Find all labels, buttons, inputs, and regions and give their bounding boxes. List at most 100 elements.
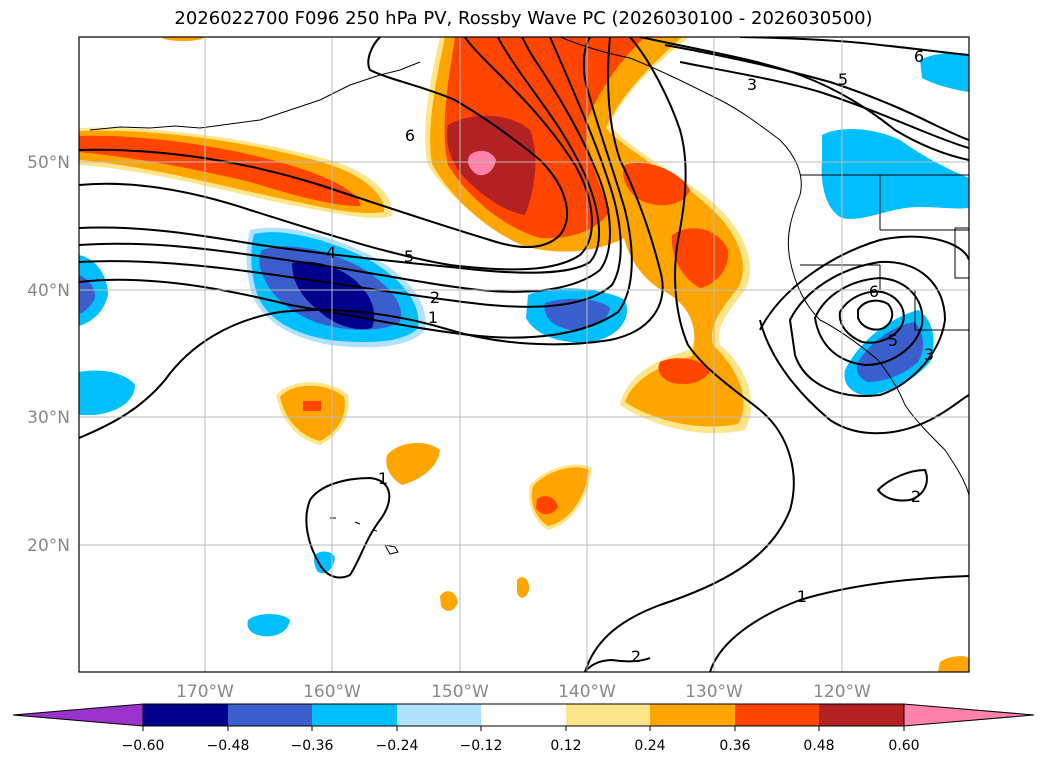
colorbar-segment [312,704,397,726]
pv-anomaly-negative-blob-sw1 [247,614,290,637]
colorbar-segment [650,704,735,726]
colorbar-tick-label: 0.36 [719,738,750,754]
colorbar-tick-label: 0.12 [550,738,581,754]
contour-line-2-west [79,37,622,308]
colorbar-tick-label: −0.36 [291,738,334,754]
contour-label: 6 [869,282,879,301]
contour-label: 2 [631,647,641,666]
contour-label: 4 [326,243,336,262]
pv-anomaly-positive-blob-7 [160,37,205,42]
longitude-labels: 170°W 160°W 150°W 140°W 130°W 120°W [176,682,871,702]
pv-anomaly-negative-ne-corner [920,53,969,92]
colorbar-segment [143,704,228,726]
contour-line-6-north [639,37,969,161]
lat-label: 40°N [27,281,70,301]
colorbar-segment [735,704,819,726]
contour-line-inner-trough [584,37,795,672]
lon-label: 160°W [303,682,361,702]
pv-anomaly-positive-blob-6 [938,656,969,672]
graticule [79,37,969,672]
pv-anomaly-positive-red-east1 [623,162,690,206]
coastline-north-america [559,37,969,496]
colorbar-segment [566,704,650,726]
colorbar-extend-max [903,703,1035,727]
contour-line-1-south-east [709,575,969,672]
contour-line-1-main [79,37,633,339]
contour-line-5-north [664,44,969,141]
lon-label: 130°W [685,682,743,702]
pv-anomaly-negative-mid-royal [544,298,610,330]
contour-label: 1 [797,587,807,606]
contour-line-cut-off-low-3 [813,276,924,367]
contour-line-3-west [79,37,611,293]
pv-anomaly-positive-blob-3-red [536,496,558,515]
contour-line-6-west [79,37,569,248]
contour-label: 2 [911,487,921,506]
contour-line-0-south [79,37,664,439]
lat-label: 30°N [27,408,70,428]
colorbar-tick-label: −0.60 [122,738,165,754]
contour-label: 5 [404,247,414,266]
lat-label: 20°N [27,536,70,556]
pv-anomaly-positive-blob-5 [517,577,530,598]
map-title: 2026022700 F096 250 hPa PV, Rossby Wave … [174,8,873,29]
colorbar-tick-label: −0.48 [207,738,250,754]
pv-anomaly-negative-northeast [821,128,969,219]
contour-line-cut-off-low-1 [759,235,969,331]
pv-anomaly-positive-blob-1-orange [280,385,345,441]
colorbar: −0.60 −0.48 −0.36 −0.24 −0.12 0.12 0.24 … [12,703,1035,754]
colorbar-tick-labels: −0.60 −0.48 −0.36 −0.24 −0.12 0.12 0.24 … [122,738,920,754]
lon-label: 140°W [558,682,616,702]
colorbar-segment [481,704,566,726]
pv-anomaly-negative-west-edge-royal [79,275,96,314]
pv-anomaly-positive-west-red [79,135,361,206]
pv-anomaly-positive-blob-2 [386,442,440,485]
colorbar-segment [819,704,904,726]
contour-line-cut-off-low-4 [838,290,905,344]
pv-anomaly-positive-red-east3 [658,358,710,384]
colorbar-tick-label: −0.12 [460,738,503,754]
map-frame [78,36,970,673]
contour-line-ne-corner [739,37,969,56]
colorbar-tick-label: 0.48 [803,738,834,754]
contour-line-2-east [876,468,928,502]
contour-label-group: 6 3 5 6 4 5 2 1 6 5 3 1 2 1 2 [326,47,934,666]
contour-label: 2 [430,288,440,307]
contour-label: 1 [428,308,438,327]
contour-line-4-west [79,37,601,274]
contour-lines-layer [79,37,969,672]
contour-label: 3 [747,75,757,94]
colorbar-outline [142,703,905,727]
pv-anomaly-negative-sw [79,370,135,415]
contour-line-cut-off-low-5 [857,299,894,331]
lon-label: 150°W [431,682,489,702]
pv-anomaly-positive-blob-4 [440,591,458,611]
contour-label: 1 [378,469,388,488]
lon-label: 170°W [176,682,234,702]
pv-anomaly-positive-pink [468,150,496,176]
colorbar-tick-label: −0.24 [376,738,419,754]
colorbar-segment [397,704,481,726]
coastline-hawaii [330,517,399,555]
contour-label: 6 [405,126,415,145]
contour-label: 3 [924,345,934,364]
colorbar-tick-label: 0.60 [888,738,919,754]
contour-line-3-east [759,319,969,435]
lon-label: 120°W [813,682,871,702]
contour-line-cut-off-low-2 [788,260,947,397]
colorbar-ticks [142,726,905,731]
latitude-labels: 50°N 40°N 30°N 20°N [27,153,70,556]
colorbar-extend-min [12,703,144,727]
colorbar-segment [228,704,312,726]
contour-line-5-west [79,37,593,271]
contour-label: 5 [888,331,898,350]
contour-label: 6 [914,47,924,66]
contour-line-3-north [679,61,969,149]
pv-anomaly-negative-blob-sw2 [314,551,335,574]
contour-label: 5 [838,70,848,89]
lat-label: 50°N [27,153,70,173]
colorbar-tick-label: 0.24 [634,738,665,754]
contour-line-1-hawaii [305,476,391,579]
pv-anomaly-negative-california-royal [856,322,924,382]
